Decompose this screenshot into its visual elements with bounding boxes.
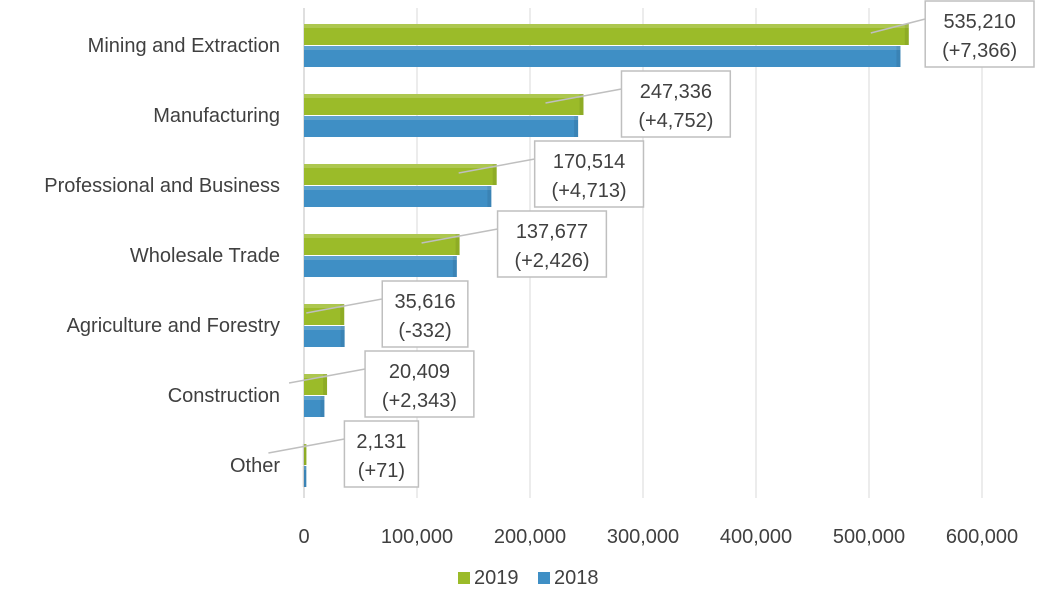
category-label: Wholesale Trade <box>130 245 280 267</box>
legend-label: 2019 <box>474 567 519 589</box>
bar-highlight <box>304 94 584 98</box>
category-label: Construction <box>168 385 280 407</box>
legend-swatch-2019 <box>458 572 470 584</box>
x-tick-label: 0 <box>298 526 309 548</box>
bar-highlight <box>304 24 909 28</box>
bar-highlight <box>304 186 492 190</box>
bar-2019 <box>304 304 345 325</box>
bar-2018 <box>304 186 492 207</box>
callout-leader <box>421 228 498 244</box>
bar-2018 <box>304 256 457 277</box>
category-label: Professional and Business <box>44 175 280 197</box>
bar-bevel <box>320 396 325 417</box>
callout-box <box>364 350 475 418</box>
data-label-change: (+4,713) <box>552 180 627 202</box>
data-label-value: 2,131 <box>356 431 406 453</box>
bar-highlight <box>304 256 457 260</box>
bar-highlight <box>304 304 345 308</box>
bar-bevel <box>492 164 497 185</box>
x-tick-label: 300,000 <box>607 526 679 548</box>
data-label-value: 535,210 <box>943 11 1015 33</box>
x-tick-label: 200,000 <box>494 526 566 548</box>
callout-box <box>343 420 420 488</box>
category-label: Manufacturing <box>153 105 280 127</box>
category-label: Agriculture and Forestry <box>67 315 280 337</box>
data-label-value: 137,677 <box>516 221 588 243</box>
data-label-value: 247,336 <box>640 81 712 103</box>
bar-bevel <box>579 94 584 115</box>
bar-2018 <box>304 116 579 137</box>
bar-highlight <box>304 326 345 330</box>
bar-bevel <box>302 466 307 487</box>
category-label: Mining and Extraction <box>88 35 280 57</box>
category-label: Other <box>230 455 280 477</box>
bar-bevel <box>574 116 579 137</box>
bar-bevel <box>452 256 457 277</box>
bar-2018 <box>304 396 325 417</box>
data-label-value: 170,514 <box>553 151 625 173</box>
bar-highlight <box>304 46 901 50</box>
x-tick-label: 500,000 <box>833 526 905 548</box>
bar-highlight <box>304 234 460 238</box>
category-labels: Mining and Extraction Manufacturing Profes… <box>44 35 280 477</box>
bar-2019 <box>304 234 460 255</box>
bar-2019 <box>304 24 909 45</box>
bar-2019 <box>304 444 307 465</box>
data-label-change: (+2,426) <box>514 250 589 272</box>
bar-bevel <box>455 234 460 255</box>
bar-bevel <box>896 46 901 67</box>
bar-bevel <box>487 186 492 207</box>
bar-2018 <box>304 466 307 487</box>
legend: 2019 2018 <box>458 567 599 589</box>
bar-highlight <box>304 466 307 470</box>
callout-box <box>381 280 469 348</box>
data-label-change: (+2,343) <box>382 390 457 412</box>
bar-highlight <box>304 374 328 378</box>
legend-swatch-2018 <box>538 572 550 584</box>
callout-leader <box>288 368 366 384</box>
x-tick-label: 100,000 <box>381 526 453 548</box>
data-label-callouts: 535,210 (+7,366) 247,336 (+4,752) 170,514 (+4… <box>268 0 1035 488</box>
callout-leader <box>268 438 345 454</box>
callout-box <box>620 70 732 138</box>
bar-bevel <box>340 304 345 325</box>
x-tick-label: 400,000 <box>720 526 792 548</box>
bar-2019 <box>304 164 497 185</box>
callout-box <box>533 140 645 208</box>
callout-box <box>924 0 1035 68</box>
bar-2019 <box>304 94 584 115</box>
bar-highlight <box>304 396 325 400</box>
data-label-value: 20,409 <box>389 361 450 383</box>
bar-bevel <box>904 24 909 45</box>
callout-leader <box>458 158 535 174</box>
bar-highlight <box>304 164 497 168</box>
data-label-change: (+4,752) <box>638 110 713 132</box>
data-label-value: 35,616 <box>394 291 455 313</box>
callout-leader <box>545 88 622 104</box>
bar-bevel <box>340 326 345 347</box>
data-label-change: (+71) <box>358 460 405 482</box>
callout-leader <box>306 298 383 314</box>
callout-leader <box>870 18 926 34</box>
bar-highlight <box>304 116 579 120</box>
bar-2018 <box>304 326 345 347</box>
bar-bevel <box>323 374 328 395</box>
data-label-change: (+7,366) <box>942 40 1017 62</box>
x-axis-tick-labels: 0 100,000 200,000 300,000 400,000 500,000 600,… <box>298 526 1018 548</box>
legend-label: 2018 <box>554 567 599 589</box>
data-label-change: (-332) <box>398 320 451 342</box>
bar-bevel <box>302 444 307 465</box>
bars-group <box>302 24 909 487</box>
x-tick-label: 600,000 <box>946 526 1018 548</box>
bar-2018 <box>304 46 901 67</box>
callout-box <box>496 210 608 278</box>
